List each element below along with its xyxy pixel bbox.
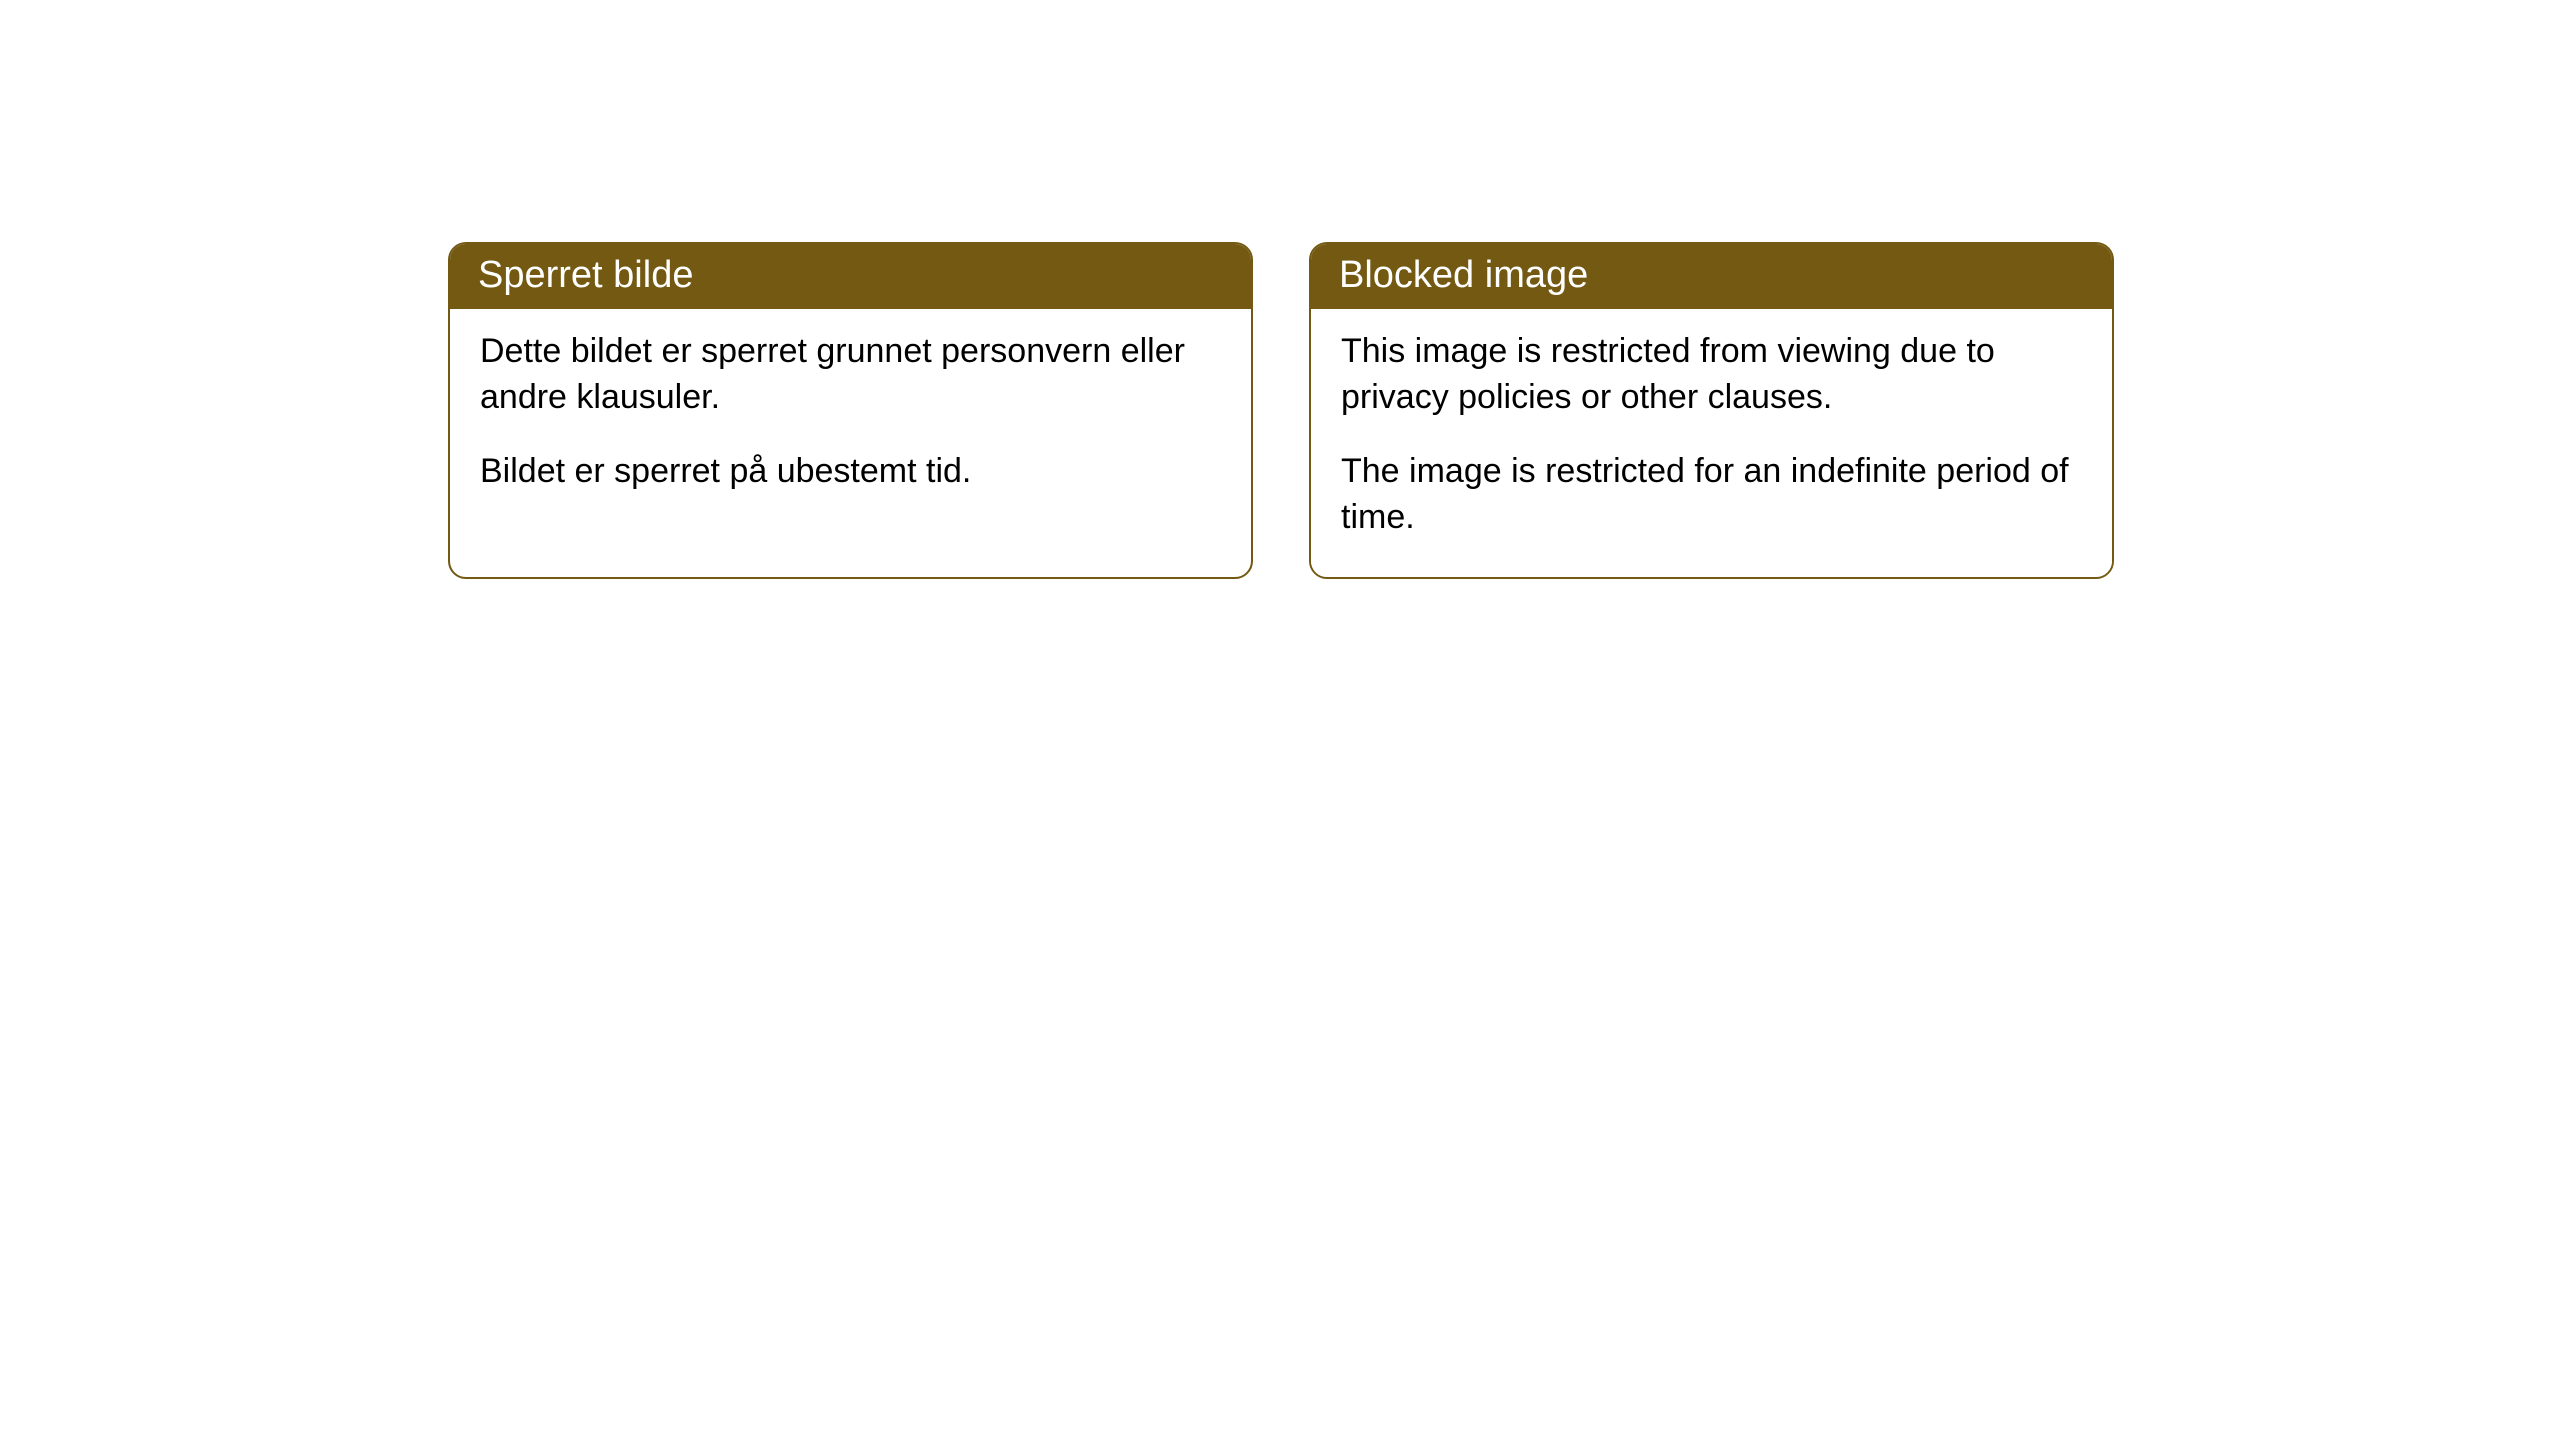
card-title: Blocked image (1339, 254, 1588, 296)
notice-card-norwegian: Sperret bilde Dette bildet er sperret gr… (448, 242, 1253, 579)
notice-card-english: Blocked image This image is restricted f… (1309, 242, 2114, 579)
card-header-english: Blocked image (1311, 244, 2112, 309)
card-paragraph: The image is restricted for an indefinit… (1341, 449, 2082, 541)
card-paragraph: Bildet er sperret på ubestemt tid. (480, 449, 1221, 495)
notice-cards-container: Sperret bilde Dette bildet er sperret gr… (448, 242, 2114, 579)
card-body-norwegian: Dette bildet er sperret grunnet personve… (450, 309, 1251, 531)
card-paragraph: Dette bildet er sperret grunnet personve… (480, 329, 1221, 421)
card-body-english: This image is restricted from viewing du… (1311, 309, 2112, 577)
card-title: Sperret bilde (478, 254, 693, 296)
card-paragraph: This image is restricted from viewing du… (1341, 329, 2082, 421)
card-header-norwegian: Sperret bilde (450, 244, 1251, 309)
